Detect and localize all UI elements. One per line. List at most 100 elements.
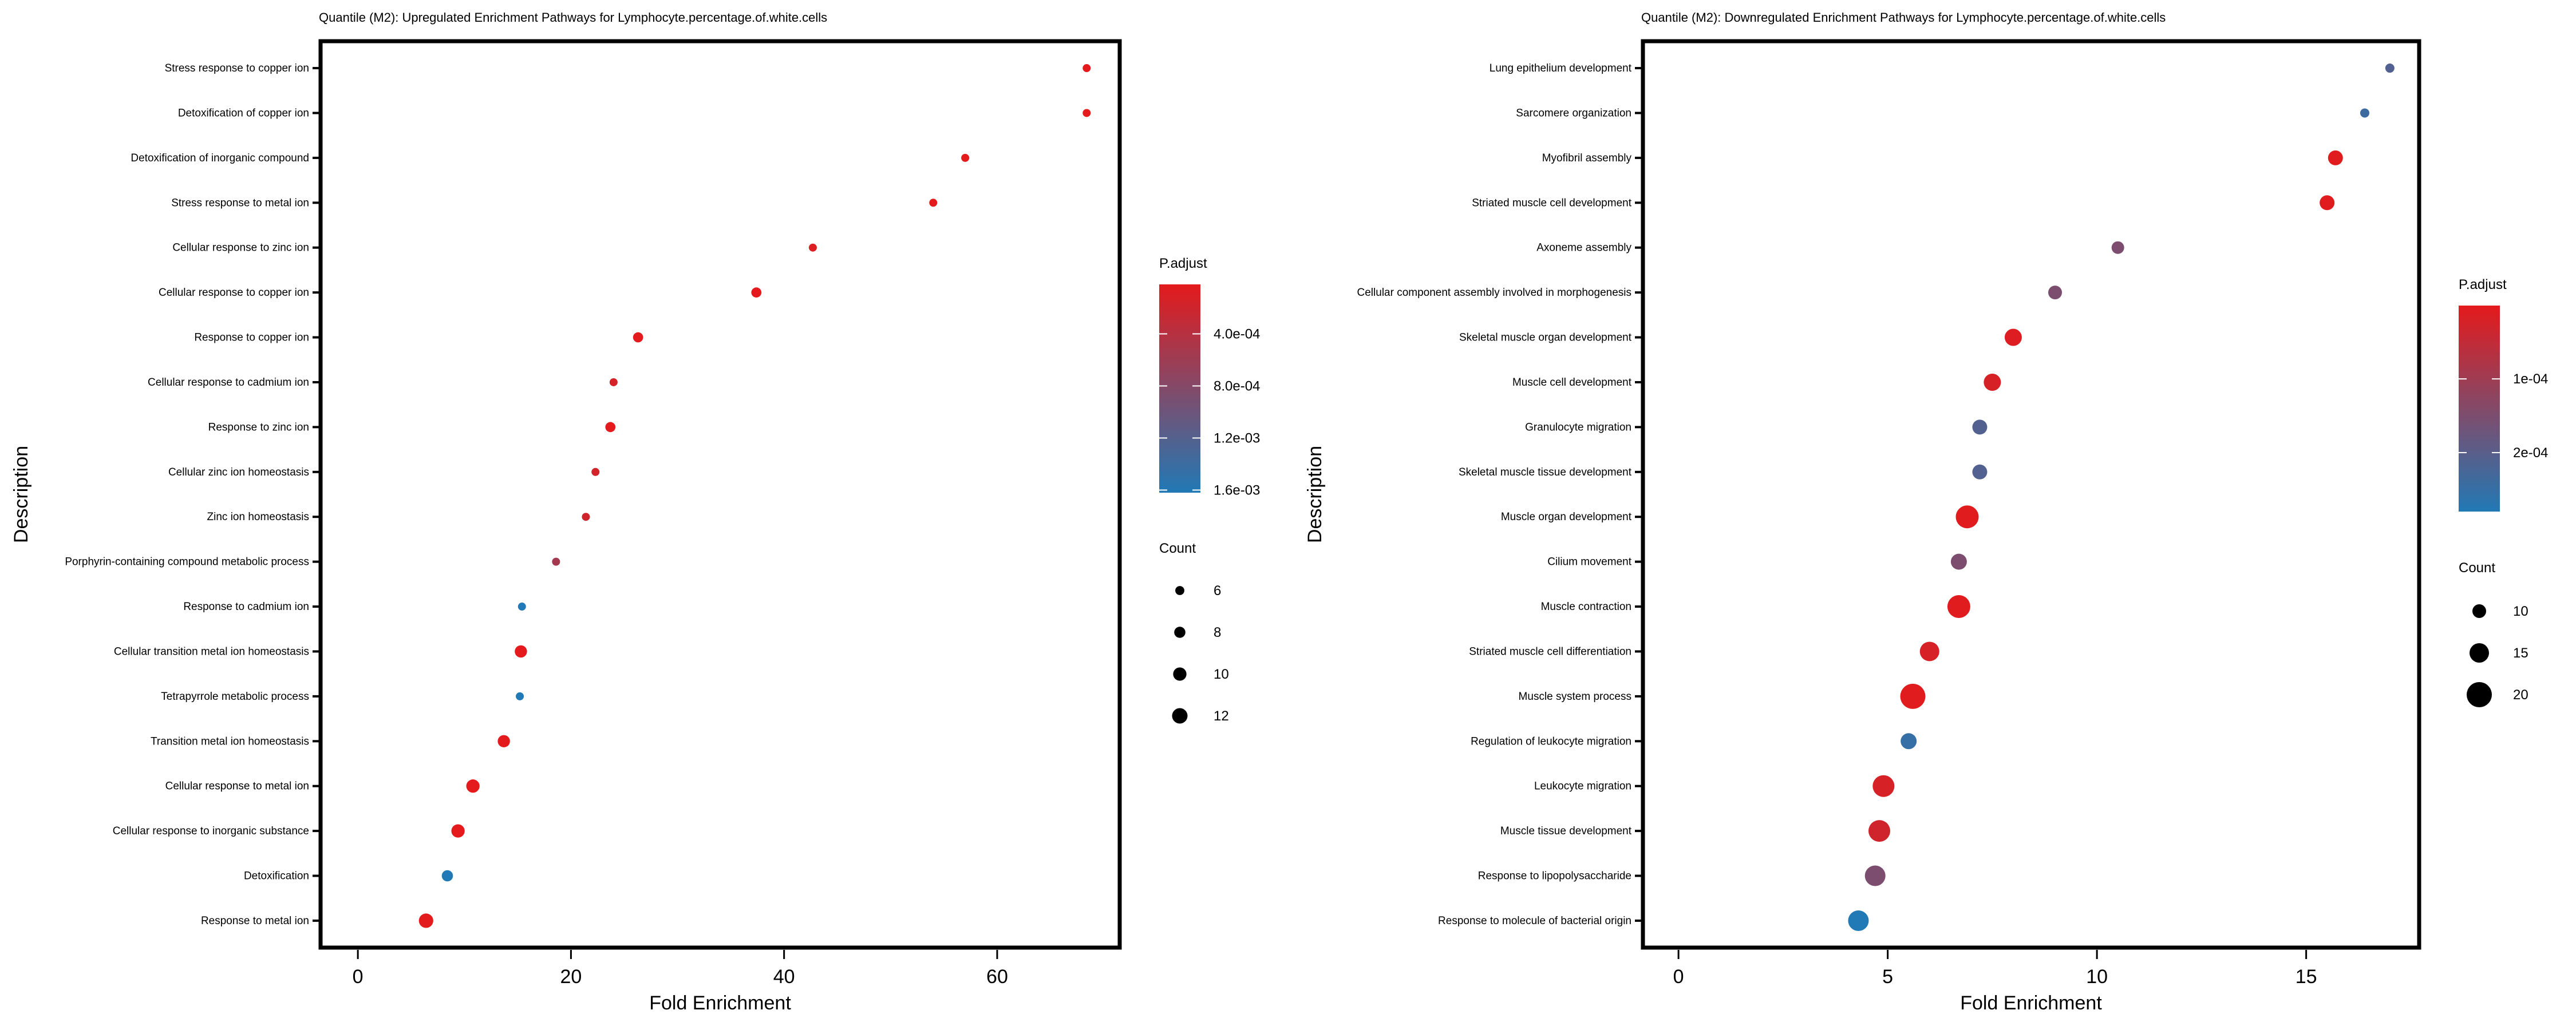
y-tick-label: Axoneme assembly (1536, 242, 1631, 254)
upregulated-chart: Quantile (M2): Upregulated Enrichment Pa… (10, 10, 1260, 1014)
color-legend-label: 2e-04 (2513, 445, 2548, 461)
data-point (961, 153, 970, 162)
color-legend-bar (1159, 284, 1200, 493)
color-legend-title: P.adjust (1159, 256, 1207, 271)
data-point (451, 824, 465, 838)
x-axis-title: Fold Enrichment (1960, 992, 2102, 1014)
data-point (1947, 595, 1970, 619)
y-tick-label: Muscle cell development (1512, 377, 1632, 389)
y-tick-label: Cellular component assembly involved in … (1357, 287, 1631, 299)
color-legend-bar (2459, 306, 2500, 512)
data-point (466, 779, 480, 793)
y-tick-label: Muscle organ development (1501, 511, 1632, 523)
size-legend-dot (2470, 643, 2489, 663)
size-legend-label: 10 (2513, 604, 2528, 619)
data-point (1955, 505, 1979, 529)
y-tick-label: Cilium movement (1547, 556, 1631, 568)
x-tick-label: 0 (353, 966, 364, 988)
data-point (1864, 865, 1886, 886)
y-tick-label: Cellular zinc ion homeostasis (168, 466, 309, 478)
x-tick-label: 10 (2086, 966, 2108, 988)
plot-border (318, 39, 1122, 950)
data-point (2048, 286, 2063, 300)
data-point (591, 468, 600, 476)
x-tick-label: 0 (1673, 966, 1684, 988)
data-point (808, 243, 817, 252)
y-tick-label: Lung epithelium development (1490, 62, 1632, 74)
y-tick-label: Granulocyte migration (1525, 421, 1631, 433)
y-tick-label: Sarcomere organization (1516, 107, 1631, 119)
y-tick-label: Skeletal muscle tissue development (1459, 466, 1632, 478)
y-tick-label: Response to zinc ion (208, 421, 309, 433)
data-point (2111, 241, 2124, 254)
plot-border (1641, 39, 2421, 950)
size-legend-dot (1172, 708, 1188, 724)
data-point (2360, 108, 2369, 118)
y-tick-label: Tetrapyrrole metabolic process (161, 691, 309, 703)
color-legend-label: 1.2e-03 (1214, 430, 1260, 446)
data-point (1082, 109, 1091, 117)
size-legend-dot (1174, 627, 1186, 638)
y-tick-label: Stress response to metal ion (171, 197, 309, 209)
data-point (751, 287, 762, 298)
chart-title: Quantile (M2): Downregulated Enrichment … (1641, 10, 2166, 25)
data-point (1984, 373, 2001, 391)
data-point (633, 332, 643, 343)
y-tick-label: Detoxification of inorganic compound (131, 152, 309, 164)
data-point (605, 422, 616, 433)
data-point (1900, 683, 1926, 709)
y-tick-label: Response to metal ion (201, 915, 309, 927)
y-tick-label: Response to lipopolysaccharide (1478, 870, 1631, 882)
y-tick-label: Muscle tissue development (1500, 825, 1632, 837)
y-tick-label: Striated muscle cell differentiation (1469, 645, 1631, 657)
data-point (517, 603, 526, 611)
downregulated-chart: Quantile (M2): Downregulated Enrichment … (1304, 10, 2548, 1014)
size-legend-dot (2472, 604, 2486, 618)
data-point (929, 199, 938, 207)
y-tick-label: Zinc ion homeostasis (207, 511, 309, 523)
color-legend-label: 1e-04 (2513, 371, 2548, 387)
y-tick-label: Striated muscle cell development (1472, 197, 1632, 209)
data-point (1919, 641, 1939, 661)
data-point (515, 645, 527, 658)
data-point (2385, 64, 2395, 73)
data-point (1868, 820, 1891, 842)
y-tick-label: Skeletal muscle organ development (1459, 332, 1632, 344)
size-legend-dot (1175, 586, 1184, 595)
size-legend-dot (1173, 667, 1187, 681)
data-point (418, 913, 433, 928)
y-tick-label: Stress response to copper ion (165, 62, 309, 74)
y-tick-label: Detoxification of copper ion (178, 107, 309, 119)
y-tick-label: Cellular response to cadmium ion (148, 377, 309, 389)
size-legend-label: 20 (2513, 687, 2528, 703)
x-axis-title: Fold Enrichment (649, 992, 791, 1014)
data-point (1901, 733, 1917, 750)
color-legend-label: 8.0e-04 (1214, 378, 1260, 394)
size-legend-label: 10 (1214, 667, 1229, 682)
size-legend-label: 6 (1214, 583, 1221, 599)
x-tick-label: 15 (2296, 966, 2317, 988)
y-tick-label: Cellular response to inorganic substance (113, 825, 309, 837)
y-tick-label: Response to copper ion (194, 332, 309, 344)
data-point (441, 870, 453, 882)
size-legend-dot (2467, 682, 2492, 707)
data-point (1082, 64, 1091, 73)
color-legend-label: 1.6e-03 (1214, 482, 1260, 498)
data-point (609, 378, 618, 386)
y-tick-label: Muscle system process (1519, 691, 1631, 703)
size-legend-title: Count (2459, 560, 2495, 576)
y-tick-label: Cellular response to metal ion (165, 781, 309, 793)
y-tick-label: Transition metal ion homeostasis (151, 735, 309, 747)
y-tick-label: Cellular response to copper ion (159, 287, 309, 299)
data-point (582, 513, 590, 521)
data-point (1950, 553, 1967, 570)
color-legend-label: 4.0e-04 (1214, 326, 1260, 342)
y-tick-label: Leukocyte migration (1534, 781, 1631, 793)
x-tick-label: 20 (560, 966, 582, 988)
y-axis-title: Description (1304, 446, 1326, 543)
size-legend-title: Count (1159, 541, 1196, 556)
y-tick-label: Myofibril assembly (1542, 152, 1632, 164)
data-point (1872, 775, 1895, 797)
y-tick-label: Cellular transition metal ion homeostasi… (114, 645, 309, 657)
